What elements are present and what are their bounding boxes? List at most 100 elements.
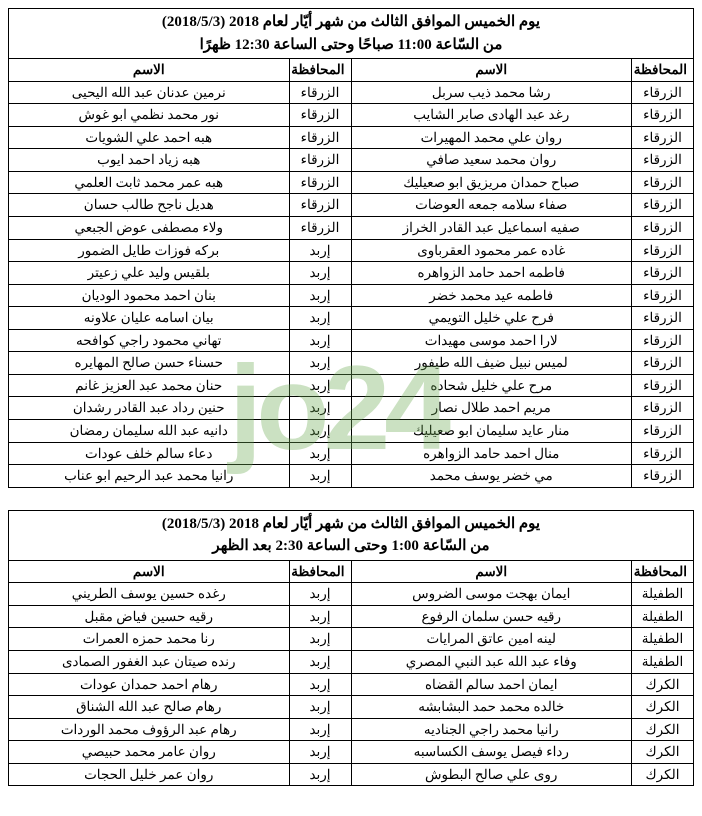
cell-name: غاده عمر محمود العقرباوى [351,239,632,262]
col-governorate: المحافظة [632,560,694,583]
cell-name: لارا احمد موسى مهيدات [351,329,632,352]
cell-governorate: إربد [289,650,351,673]
cell-governorate: إربد [289,329,351,352]
cell-governorate: الزرقاء [632,81,694,104]
title-line-2: من السّاعة 1:00 وحتى الساعة 2:30 بعد الظ… [13,535,689,558]
cell-name: لينه امين عاتق المرايات [351,628,632,651]
col-name: الاسم [9,59,290,82]
cell-governorate: إربد [289,352,351,375]
cell-name: بلقيس وليد علي زعيتر [9,262,290,285]
cell-governorate: الزرقاء [632,442,694,465]
cell-name: حنان محمد عبد العزيز غانم [9,374,290,397]
cell-name: روان محمد سعيد صافي [351,149,632,172]
cell-governorate: الطفيلة [632,628,694,651]
schedule-section: يوم الخميس الموافق الثالث من شهر أيّار ل… [8,8,694,488]
cell-governorate: الزرقاء [632,352,694,375]
schedule-section: يوم الخميس الموافق الثالث من شهر أيّار ل… [8,510,694,787]
cell-governorate: إربد [289,628,351,651]
cell-governorate: الكرك [632,673,694,696]
cell-governorate: الزرقاء [632,262,694,285]
cell-name: رشا محمد ذيب سربل [351,81,632,104]
cell-name: رقيه حسين فياض مقبل [9,605,290,628]
cell-name: رغده حسين يوسف الطريني [9,583,290,606]
cell-governorate: الزرقاء [289,171,351,194]
cell-governorate: الزرقاء [289,194,351,217]
table-row: الزرقاءصفيه اسماعيل عبد القادر الخرازالز… [9,216,694,239]
cell-name: دانيه عبد الله سليمان رمضان [9,420,290,443]
cell-name: صباح حمدان مريزيق ابو صعيليك [351,171,632,194]
table-row: الزرقاءمنال احمد حامد الزواهرهإربددعاء س… [9,442,694,465]
col-governorate: المحافظة [289,560,351,583]
col-name: الاسم [9,560,290,583]
cell-governorate: إربد [289,262,351,285]
col-governorate: المحافظة [632,59,694,82]
cell-name: خالده محمد حمد البشابشه [351,696,632,719]
cell-governorate: الكرك [632,763,694,786]
table-row: الكركايمان احمد سالم القضاهإربدرهام احمد… [9,673,694,696]
cell-name: مريم احمد طلال نصار [351,397,632,420]
cell-name: بركه فوزات طايل الضمور [9,239,290,262]
cell-name: هبه زياد احمد ايوب [9,149,290,172]
cell-name: منار عايد سليمان ابو صعيليك [351,420,632,443]
cell-name: رانيا محمد راجي الجناديه [351,718,632,741]
cell-governorate: الزرقاء [289,216,351,239]
table-row: الزرقاءلارا احمد موسى مهيداتإربدتهاني مح… [9,329,694,352]
cell-governorate: الطفيلة [632,583,694,606]
col-governorate: المحافظة [289,59,351,82]
table-row: الزرقاءلميس نبيل ضيف الله طيفورإربدحسناء… [9,352,694,375]
cell-name: وفاء عبد الله عبد النبي المصري [351,650,632,673]
cell-name: فاطمه عيد محمد خضر [351,284,632,307]
cell-governorate: الزرقاء [632,104,694,127]
cell-governorate: الطفيلة [632,605,694,628]
cell-name: روان عامر محمد حبيصي [9,741,290,764]
cell-governorate: إربد [289,673,351,696]
col-name: الاسم [351,59,632,82]
title-line-1: يوم الخميس الموافق الثالث من شهر أيّار ل… [13,513,689,536]
cell-name: روان عمر خليل الحجات [9,763,290,786]
cell-governorate: الزرقاء [632,465,694,488]
schedule-table: المحافظةالاسمالمحافظةالاسمالطفيلةايمان ب… [8,560,694,787]
cell-governorate: الطفيلة [632,650,694,673]
cell-governorate: الزرقاء [632,420,694,443]
cell-governorate: الزرقاء [289,81,351,104]
cell-name: لميس نبيل ضيف الله طيفور [351,352,632,375]
table-row: الزرقاءمريم احمد طلال نصارإربدحنين رداد … [9,397,694,420]
title-line-2: من السّاعة 11:00 صباحًا وحتى الساعة 12:3… [13,34,689,57]
cell-name: رنده صيتان عبد الغفور الصمادى [9,650,290,673]
cell-governorate: إربد [289,741,351,764]
cell-name: ولاء مصطفى عوض الجبعي [9,216,290,239]
cell-governorate: الزرقاء [632,284,694,307]
cell-governorate: الزرقاء [632,194,694,217]
table-row: الطفيلةوفاء عبد الله عبد النبي المصريإرب… [9,650,694,673]
cell-governorate: الزرقاء [289,104,351,127]
cell-name: صفاء سلامه جمعه العوضات [351,194,632,217]
cell-governorate: إربد [289,420,351,443]
table-row: الزرقاءرغد عبد الهادى صابر الشايبالزرقاء… [9,104,694,127]
cell-governorate: الزرقاء [632,397,694,420]
cell-name: رغد عبد الهادى صابر الشايب [351,104,632,127]
cell-governorate: الزرقاء [632,374,694,397]
table-row: الزرقاءمي خضر يوسف محمدإربدرانيا محمد عب… [9,465,694,488]
table-row: الطفيلةايمان بهجت موسى الضروسإربدرغده حس… [9,583,694,606]
cell-name: ايمان بهجت موسى الضروس [351,583,632,606]
table-row: الكركخالده محمد حمد البشابشهإربدرهام صال… [9,696,694,719]
table-row: الزرقاءغاده عمر محمود العقرباوىإربدبركه … [9,239,694,262]
cell-name: فرح علي خليل التويمي [351,307,632,330]
cell-governorate: الزرقاء [632,216,694,239]
table-row: الطفيلةرقيه حسن سلمان الرفوعإربدرقيه حسي… [9,605,694,628]
cell-governorate: الزرقاء [632,307,694,330]
cell-governorate: إربد [289,307,351,330]
table-row: الكركرانيا محمد راجي الجناديهإربدرهام عب… [9,718,694,741]
cell-name: مرح علي خليل شحاده [351,374,632,397]
cell-governorate: الزرقاء [632,329,694,352]
section-title: يوم الخميس الموافق الثالث من شهر أيّار ل… [8,8,694,58]
cell-name: رهام صالح عبد الله الشناق [9,696,290,719]
table-row: الزرقاءفاطمه احمد حامد الزواهرهإربدبلقيس… [9,262,694,285]
cell-name: بيان اسامه عليان علاونه [9,307,290,330]
cell-name: مي خضر يوسف محمد [351,465,632,488]
cell-name: دعاء سالم خلف عودات [9,442,290,465]
table-row: الطفيلةلينه امين عاتق المراياتإربدرنا مح… [9,628,694,651]
cell-name: رقيه حسن سلمان الرفوع [351,605,632,628]
cell-governorate: إربد [289,397,351,420]
table-row: الزرقاءروان محمد سعيد صافيالزرقاءهبه زيا… [9,149,694,172]
